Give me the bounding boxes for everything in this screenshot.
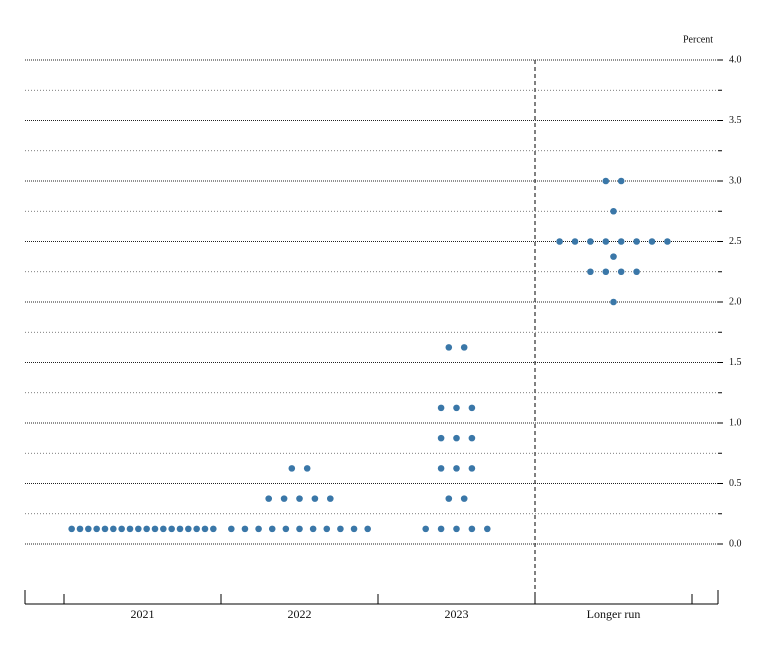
- dot: [602, 177, 610, 185]
- y-tick-label: 1.5: [729, 357, 742, 368]
- y-tick-label: 0.0: [729, 538, 742, 549]
- dot: [468, 465, 476, 472]
- dot: [468, 525, 476, 533]
- y-tick-label: 1.0: [729, 417, 742, 428]
- dot: [151, 525, 159, 533]
- dot: [587, 268, 594, 276]
- y-tick-label: 3.0: [729, 175, 742, 186]
- dot: [610, 298, 617, 306]
- dot: [364, 525, 371, 533]
- dot: [255, 525, 262, 533]
- dot: [110, 525, 117, 533]
- dot: [228, 525, 235, 533]
- dot: [76, 525, 84, 533]
- dot: [93, 525, 100, 533]
- dot: [610, 207, 617, 215]
- dot: [633, 268, 640, 276]
- dot: [193, 525, 200, 533]
- dot: [617, 268, 625, 276]
- dot: [453, 465, 460, 472]
- dot: [602, 268, 610, 276]
- x-tick-label: Longer run: [587, 607, 641, 621]
- dot: [453, 404, 460, 412]
- dot: [587, 238, 594, 245]
- dot: [135, 525, 142, 533]
- dot: [268, 525, 276, 533]
- dot: [168, 525, 175, 533]
- dot: [210, 525, 217, 533]
- dot: [185, 525, 192, 533]
- dot: [296, 495, 303, 502]
- dot: [282, 525, 290, 533]
- dot: [265, 495, 273, 502]
- dot: [288, 465, 296, 472]
- dot: [350, 525, 358, 533]
- dot: [437, 404, 445, 412]
- dot: [437, 434, 445, 442]
- dot: [309, 525, 317, 533]
- dot: [617, 238, 625, 245]
- dot: [453, 434, 460, 442]
- dot: [101, 525, 109, 533]
- dot: [85, 525, 92, 533]
- dot: [617, 177, 625, 185]
- dot: [445, 495, 453, 502]
- dot: [68, 525, 75, 533]
- dot: [241, 525, 249, 533]
- dot: [571, 238, 579, 245]
- dot: [437, 465, 445, 472]
- dot: [460, 495, 468, 502]
- y-tick-label: 4.0: [729, 54, 742, 65]
- x-tick-label: 2021: [131, 607, 155, 621]
- dot: [484, 525, 491, 533]
- dot: [337, 525, 344, 533]
- y-tick-label: 2.5: [729, 236, 742, 247]
- dot: [126, 525, 134, 533]
- dot: [460, 344, 468, 351]
- dot: [468, 434, 476, 442]
- dot: [327, 495, 334, 502]
- dot: [556, 238, 563, 245]
- dot: [422, 525, 430, 533]
- dot: [201, 525, 209, 533]
- dot: [468, 404, 476, 412]
- y-tick-label: 0.5: [729, 478, 742, 489]
- dot: [648, 238, 656, 245]
- y-tick-label: 2.0: [729, 296, 742, 307]
- dot: [176, 525, 184, 533]
- dot: [118, 525, 125, 533]
- dot: [160, 525, 167, 533]
- dot: [610, 253, 617, 260]
- y-tick-label: 3.5: [729, 115, 742, 126]
- x-tick-label: 2022: [288, 607, 312, 621]
- dot: [323, 525, 331, 533]
- dot: [602, 238, 610, 245]
- dot: [280, 495, 288, 502]
- y-axis-title: Percent: [683, 34, 713, 45]
- dot: [664, 238, 671, 245]
- x-tick-label: 2023: [445, 607, 469, 621]
- dot: [633, 238, 640, 245]
- dot: [296, 525, 303, 533]
- dot: [437, 525, 445, 533]
- dot: [303, 465, 311, 472]
- dot: [453, 525, 460, 533]
- dot: [311, 495, 319, 502]
- dot: [445, 344, 453, 351]
- dot: [143, 525, 150, 533]
